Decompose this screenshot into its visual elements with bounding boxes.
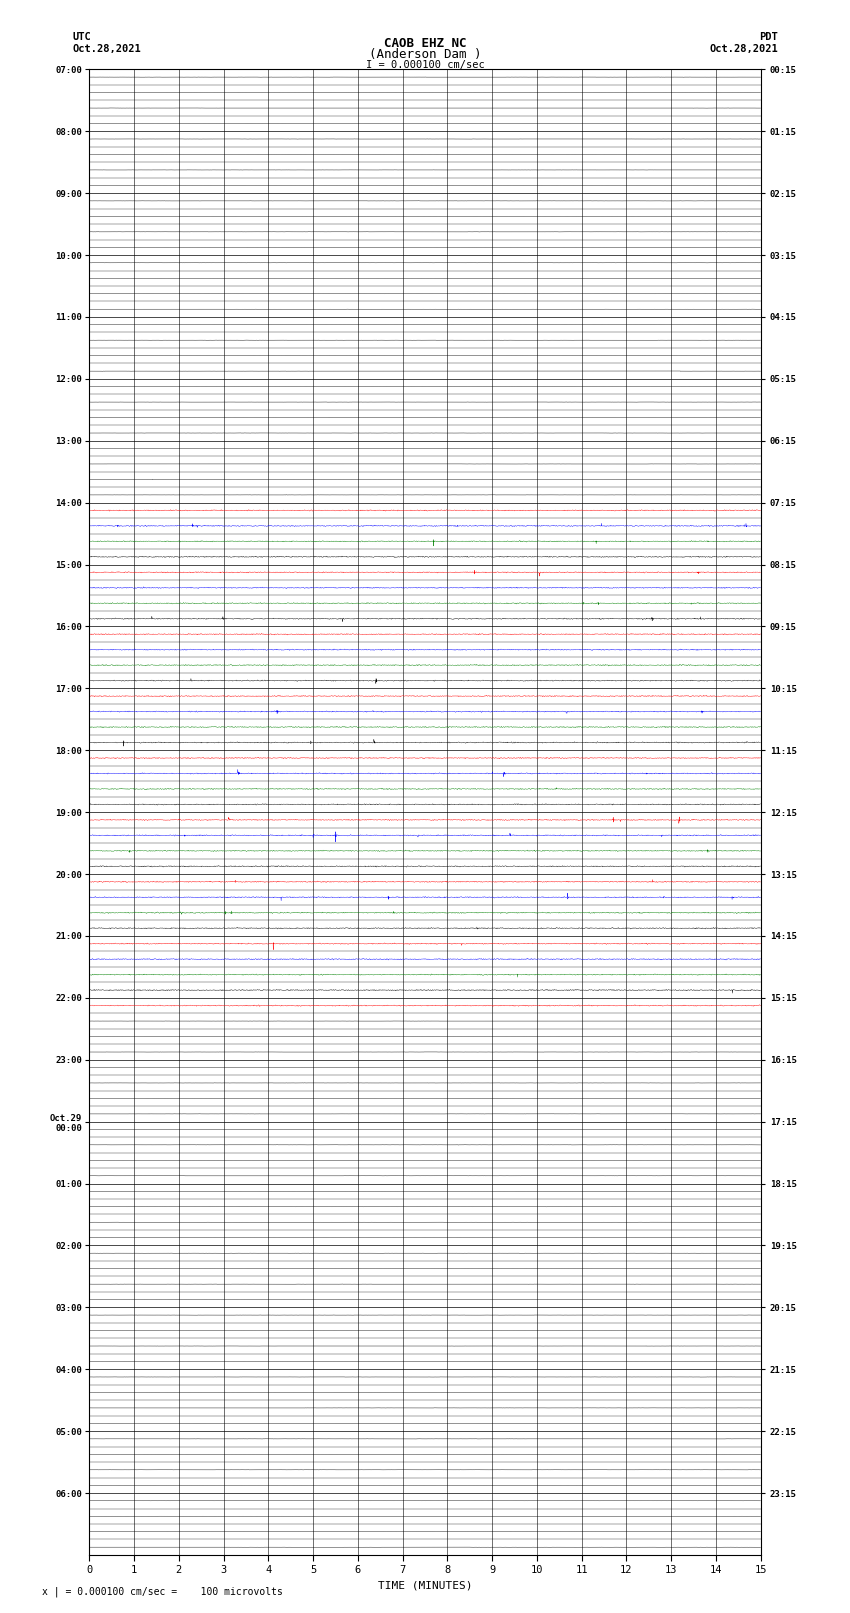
Text: x | = 0.000100 cm/sec =    100 microvolts: x | = 0.000100 cm/sec = 100 microvolts <box>42 1586 283 1597</box>
Text: (Anderson Dam ): (Anderson Dam ) <box>369 48 481 61</box>
X-axis label: TIME (MINUTES): TIME (MINUTES) <box>377 1581 473 1590</box>
Text: CAOB EHZ NC: CAOB EHZ NC <box>383 37 467 50</box>
Text: Oct.28,2021: Oct.28,2021 <box>709 44 778 53</box>
Text: Oct.28,2021: Oct.28,2021 <box>72 44 141 53</box>
Text: UTC: UTC <box>72 32 91 42</box>
Text: I = 0.000100 cm/sec: I = 0.000100 cm/sec <box>366 60 484 69</box>
Text: PDT: PDT <box>759 32 778 42</box>
